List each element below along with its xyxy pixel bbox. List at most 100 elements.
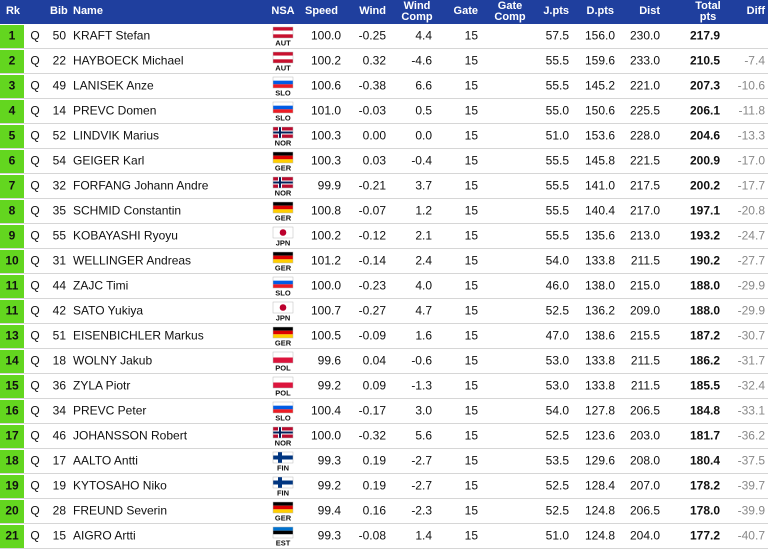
flag [272, 476, 294, 489]
judge-points: 55.5 [546, 179, 570, 193]
athlete-name: SCHMID Constantin [73, 204, 181, 218]
nation-code: JPN [276, 313, 291, 322]
row-background [0, 324, 768, 349]
judge-points: 55.5 [546, 204, 570, 218]
distance-points: 128.4 [585, 479, 615, 493]
total-points: 180.4 [690, 454, 720, 468]
diff: -20.8 [738, 204, 766, 218]
nation-code: GER [275, 338, 292, 347]
wind: -0.23 [359, 279, 387, 293]
total-points: 184.8 [690, 404, 720, 418]
rank-cell [0, 25, 24, 48]
flag-cross [273, 431, 293, 434]
rank-cell [0, 125, 24, 148]
flag-border [272, 51, 294, 64]
flag-stripe [273, 505, 293, 510]
distance: 215.5 [630, 329, 660, 343]
rank: 5 [9, 129, 16, 143]
flag-border [272, 276, 294, 289]
rank-cell [0, 150, 24, 173]
flag [272, 101, 294, 114]
rank: 20 [5, 504, 19, 518]
wind: 0.19 [363, 479, 387, 493]
qualified: Q [30, 154, 39, 168]
wind: -0.27 [359, 304, 387, 318]
flag [272, 526, 294, 539]
flag-border [272, 251, 294, 264]
distance-points: 124.8 [585, 529, 615, 543]
row-background [0, 399, 768, 424]
distance-points: 129.6 [585, 454, 615, 468]
flag-border [272, 326, 294, 339]
distance: 217.5 [630, 179, 660, 193]
diff: -31.7 [738, 354, 766, 368]
flag-stripe [273, 209, 293, 213]
flag-stripe [273, 105, 293, 110]
rank: 4 [9, 104, 16, 118]
total-points: 207.3 [690, 79, 720, 93]
speed: 100.2 [311, 229, 341, 243]
nation-code: NOR [275, 438, 292, 447]
rank: 11 [6, 304, 19, 318]
distance-points: 141.0 [585, 179, 615, 193]
distance: 204.0 [630, 529, 660, 543]
distance: 208.0 [630, 454, 660, 468]
flag [272, 276, 294, 289]
distance-points: 124.8 [585, 504, 615, 518]
rank-cell [0, 525, 24, 548]
flag-stripe [273, 80, 293, 85]
flag-border [272, 101, 294, 114]
wind: -0.25 [359, 29, 387, 43]
gate: 15 [465, 154, 479, 168]
distance-points: 140.4 [585, 204, 615, 218]
wind-comp: 4.0 [415, 279, 432, 293]
flag [272, 76, 294, 89]
bib: 22 [53, 54, 67, 68]
qualified: Q [30, 329, 39, 343]
distance-points: 153.6 [585, 129, 615, 143]
row-background [0, 449, 768, 474]
flag-stripe [273, 402, 293, 406]
flag-stripe [273, 277, 293, 281]
wind-comp: -0.4 [411, 154, 432, 168]
speed: 100.0 [311, 29, 341, 43]
distance: 225.5 [630, 104, 660, 118]
wind-comp: 2.4 [415, 254, 432, 268]
rank: 3 [9, 79, 16, 93]
flag-stripe [273, 530, 293, 535]
qualified: Q [30, 279, 39, 293]
flag-stripe [273, 202, 293, 206]
row-background [0, 74, 768, 99]
qualified: Q [30, 454, 39, 468]
flag-border [272, 401, 294, 414]
gate: 15 [465, 504, 479, 518]
column-header: NSA [271, 5, 294, 17]
athlete-name: FORFANG Johann Andre [73, 179, 209, 193]
athlete-name: KOBAYASHI Ryoyu [73, 229, 178, 243]
column-header: Gate [454, 5, 478, 17]
flag-stripe [273, 534, 293, 538]
flag [272, 376, 294, 389]
flag-stripe [273, 284, 293, 288]
row-background [0, 474, 768, 499]
rank: 2 [9, 54, 16, 68]
rank: 13 [5, 329, 19, 343]
distance: 211.5 [631, 379, 660, 393]
bib: 35 [53, 204, 67, 218]
row-background [0, 499, 768, 524]
flag-stripe [273, 502, 293, 506]
distance-points: 135.6 [585, 229, 615, 243]
nation-code: AUT [275, 38, 291, 47]
rank-cell [0, 275, 24, 298]
distance-points: 133.8 [585, 354, 615, 368]
judge-points: 51.0 [546, 129, 570, 143]
wind-comp: 5.6 [415, 429, 432, 443]
bib: 44 [53, 279, 67, 293]
gate: 15 [465, 329, 479, 343]
diff: -29.9 [738, 304, 766, 318]
row-background [0, 49, 768, 74]
flag-stripe [273, 382, 293, 388]
bib: 28 [53, 504, 67, 518]
rank: 8 [9, 204, 16, 218]
flag-stripe [273, 102, 293, 106]
